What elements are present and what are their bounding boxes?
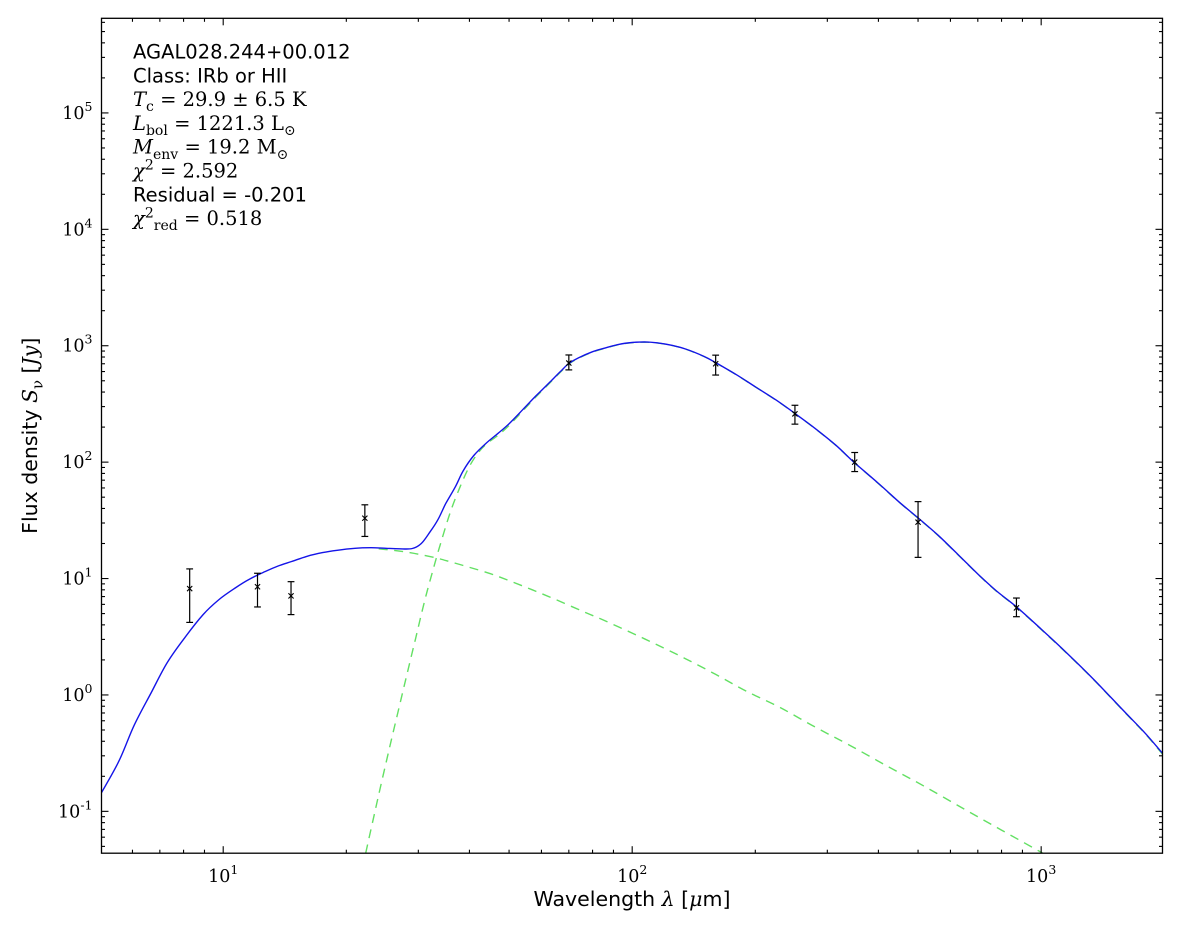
- x-marker: [1013, 604, 1020, 611]
- total-model-curve: [101, 341, 1163, 794]
- x-axis-label: Wavelength λ [μm]: [534, 887, 731, 911]
- info-line-4: Menv = 19.2 M⊙: [132, 136, 288, 163]
- data-point: [287, 581, 295, 616]
- info-line-6: Residual = -0.201: [133, 183, 307, 206]
- data-point: [791, 404, 799, 425]
- tick-label: 101: [208, 862, 238, 887]
- data-point: [914, 501, 922, 558]
- tick-labels: 101 102 103 10-1 100 101 102 103 104 105: [58, 99, 1056, 887]
- data-points: [186, 354, 1020, 623]
- info-line-0: AGAL028.244+00.012: [133, 41, 351, 64]
- info-line-1: Class: IRb or HII: [133, 64, 287, 87]
- model-curves: [101, 341, 1163, 854]
- x-marker: [851, 459, 858, 466]
- axis-ticks: [101, 18, 1163, 854]
- tick-label: 102: [62, 448, 92, 473]
- tick-label: 103: [1026, 862, 1056, 887]
- tick-label: 104: [62, 215, 92, 240]
- y-axis-label: Flux density Sν [Jy]: [18, 338, 46, 534]
- data-point: [851, 451, 859, 473]
- data-point: [186, 568, 194, 623]
- x-marker: [288, 592, 295, 599]
- data-point: [712, 354, 720, 376]
- tick-label: 103: [62, 332, 92, 357]
- hot-component-model-curve: [378, 548, 1044, 854]
- x-marker: [361, 515, 368, 522]
- x-marker: [712, 360, 719, 367]
- data-point: [254, 572, 261, 608]
- x-marker: [791, 410, 798, 417]
- info-line-2: Tc = 29.9 ± 6.5 K: [133, 88, 307, 115]
- x-marker: [565, 360, 572, 367]
- info-line-5: χ2 = 2.592: [131, 158, 238, 183]
- tick-label: 102: [617, 862, 647, 887]
- x-marker: [254, 583, 261, 590]
- tick-label: 10-1: [58, 797, 92, 822]
- data-point: [1013, 597, 1020, 618]
- info-line-3: Lbol = 1221.3 L⊙: [132, 112, 296, 139]
- tick-label: 105: [62, 99, 92, 124]
- x-marker: [186, 585, 193, 592]
- data-point: [361, 504, 369, 538]
- info-line-7: χ2red = 0.518: [131, 205, 262, 234]
- data-point: [565, 354, 573, 371]
- cold-component-model-curve: [365, 341, 1163, 854]
- axis-labels: Wavelength λ [μm] Flux density Sν [Jy]: [18, 338, 730, 911]
- x-marker: [915, 519, 922, 526]
- tick-label: 100: [62, 681, 92, 706]
- tick-label: 101: [62, 565, 92, 590]
